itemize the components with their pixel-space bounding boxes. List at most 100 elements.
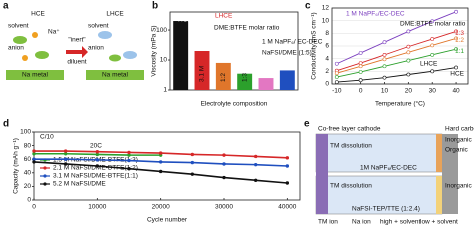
point: [406, 50, 411, 55]
diagram-text: TM dissolution: [330, 183, 372, 190]
legend-marker: [43, 174, 47, 178]
point: [430, 69, 435, 74]
diagram-text: solvent: [88, 23, 109, 30]
point: [285, 156, 290, 160]
solvent-shape: [35, 51, 49, 59]
x-tick-label: 0: [359, 88, 363, 95]
point: [127, 150, 131, 155]
y-tick-label: 60: [24, 156, 32, 163]
y-tick-label: 80: [24, 142, 32, 149]
x-tick-label: 30000: [215, 204, 233, 211]
legend-label: 5.2 M NaFSI/DME: [53, 181, 106, 188]
point: [454, 36, 458, 41]
y-tick-label: 1: [163, 87, 167, 94]
point: [32, 149, 36, 153]
point: [63, 162, 68, 166]
bar-label: 1:2: [220, 73, 227, 82]
na-metal-right: [86, 70, 144, 80]
annotation: LHCE: [215, 13, 233, 20]
point: [190, 152, 195, 157]
x-tick-label: 10000: [88, 204, 106, 211]
point: [454, 65, 458, 70]
solvent-shape: [13, 36, 27, 44]
x-tick-label: 0: [32, 204, 36, 211]
diagram-text: 1M NaPF₆/EC-DEC: [360, 165, 417, 172]
bar-label: 5.2 M: [177, 66, 184, 82]
point: [382, 64, 387, 69]
na-metal-left: [6, 70, 64, 80]
point: [358, 78, 363, 83]
bar: [279, 70, 295, 90]
point: [358, 70, 363, 74]
legend-label: 1:3: [455, 30, 464, 37]
y-axis-title: Viscosity (mPa S): [151, 25, 158, 76]
point: [454, 9, 458, 14]
y-tick-label: 100: [20, 129, 31, 136]
point: [334, 80, 339, 85]
point: [222, 153, 226, 157]
y-tick-label: 40: [24, 170, 32, 177]
panel-label: b: [152, 1, 158, 12]
arrow: [66, 46, 88, 58]
point: [430, 37, 435, 41]
point: [430, 43, 435, 48]
y-tick-label: 10: [160, 57, 168, 64]
point: [285, 164, 290, 168]
annotation: LHCE: [420, 61, 438, 68]
diagram-text: anion: [88, 45, 104, 52]
sei-bottom: [436, 176, 442, 214]
plot-frame: [33, 131, 301, 201]
series-line: [336, 48, 457, 78]
point: [253, 162, 258, 167]
x-axis-title: Cycle number: [147, 217, 188, 224]
x-tick-label: 20000: [152, 204, 170, 211]
diagram-text: Inorganic: [445, 183, 472, 190]
y-tick-label: 2: [325, 68, 329, 75]
point: [334, 71, 339, 76]
point: [382, 57, 387, 62]
bar-label: 3.1 M: [199, 66, 206, 82]
point: [334, 61, 339, 66]
point: [95, 152, 100, 157]
point: [382, 40, 387, 45]
point: [406, 58, 411, 63]
diagram-text: TM dissolution: [330, 143, 372, 150]
annotation: HCE: [178, 17, 192, 24]
point: [334, 75, 339, 79]
diagram-text: Na metal: [102, 72, 129, 79]
point: [32, 152, 36, 156]
point: [95, 164, 100, 168]
y-tick-label: 8: [325, 30, 329, 37]
point: [430, 19, 435, 24]
cation: [22, 55, 28, 61]
series-line: [336, 31, 457, 72]
point: [158, 151, 163, 155]
diagram-text: Inorganic: [445, 137, 472, 144]
bar: [173, 21, 189, 90]
point: [253, 178, 258, 182]
point: [63, 157, 68, 161]
annotation: DME:BTFE molar ratio: [400, 21, 466, 28]
y-axis-title: Capacity (mAh g⁻¹): [13, 138, 20, 194]
cell-bottom: [315, 175, 443, 215]
annotation: 20C: [90, 143, 102, 150]
bar: [194, 51, 210, 90]
diagram-text: Na metal: [22, 72, 49, 79]
point: [406, 44, 411, 49]
annotation: DME:BTFE molar ratio: [214, 25, 280, 32]
point: [32, 160, 36, 164]
point: [406, 72, 411, 77]
diagram-text: diluent: [67, 59, 86, 66]
panel-label: c: [305, 1, 311, 12]
legend-label: HCE: [450, 70, 464, 77]
legend-label: 1:1: [455, 48, 464, 55]
point: [382, 52, 387, 57]
point: [95, 158, 100, 162]
point: [454, 47, 458, 52]
point: [222, 162, 226, 166]
cell-top: [315, 133, 443, 173]
point: [158, 160, 163, 164]
diagram-text: solvent: [8, 23, 29, 30]
point: [454, 29, 458, 34]
point: [358, 51, 363, 55]
